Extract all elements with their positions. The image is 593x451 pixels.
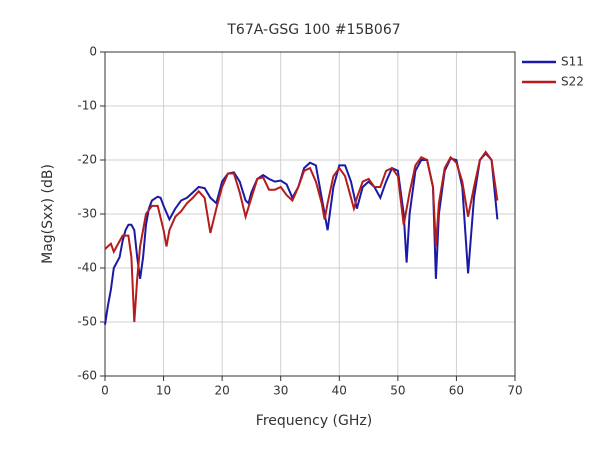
x-axis-label: Frequency (GHz) bbox=[256, 413, 372, 429]
y-tick-label: -60 bbox=[77, 369, 97, 383]
line bbox=[104, 150, 499, 323]
y-tick-label: -50 bbox=[77, 315, 97, 329]
y-axis-label: Mag(Sxx) (dB) bbox=[40, 164, 56, 264]
y-tick-label: -10 bbox=[77, 99, 97, 113]
x-tick-label: 60 bbox=[449, 384, 464, 398]
legend-label: S22 bbox=[561, 75, 584, 89]
x-tick-label: 50 bbox=[390, 384, 405, 398]
x-tick-label: 40 bbox=[332, 384, 347, 398]
x-tick-label: 30 bbox=[273, 384, 288, 398]
chart-title: T67A-GSG 100 #15B067 bbox=[226, 22, 400, 38]
legend-label: S11 bbox=[561, 55, 584, 69]
x-tick-label: 70 bbox=[507, 384, 522, 398]
x-tick-label: 20 bbox=[215, 384, 230, 398]
y-tick-label: -30 bbox=[77, 207, 97, 221]
y-tick-label: -40 bbox=[77, 261, 97, 275]
x-tick-label: 0 bbox=[101, 384, 109, 398]
x-tick-label: 10 bbox=[156, 384, 171, 398]
plot-frame bbox=[104, 51, 516, 377]
y-tick-label: -20 bbox=[77, 153, 97, 167]
y-tick-label: 0 bbox=[89, 45, 97, 59]
